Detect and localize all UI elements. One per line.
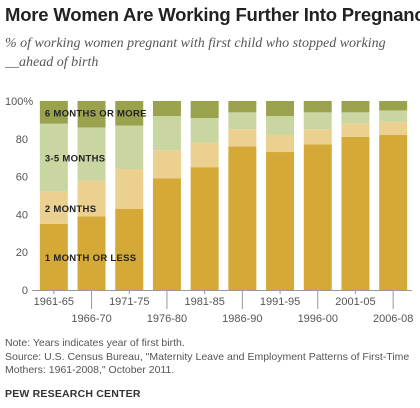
- source-text: Source: U.S. Census Bureau, "Maternity L…: [5, 351, 420, 378]
- y-tick-label-40: 40: [16, 209, 28, 221]
- bar-segment-1991-95-s3: [266, 101, 294, 116]
- series-label-1: 2 MONTHS: [45, 204, 97, 215]
- bar-segment-1981-85-s1: [191, 143, 219, 168]
- x-tick-label-1991-95: 1991-95: [260, 296, 300, 308]
- y-tick-label-60: 60: [16, 172, 28, 184]
- x-tick-label-1966-70: 1966-70: [71, 313, 111, 325]
- bar-segment-1991-95-s1: [266, 135, 294, 152]
- bar-segment-1986-90-s3: [228, 101, 256, 112]
- bar-segment-1991-95-s2: [266, 116, 294, 135]
- bar-segment-1986-90-s1: [228, 129, 256, 146]
- bar-segment-1996-00-s2: [304, 112, 332, 129]
- footer-brand: PEW RESEARCH CENTER: [5, 388, 141, 400]
- bar-segment-2001-05-s2: [341, 112, 369, 123]
- bar-segment-2001-05-s3: [341, 101, 369, 112]
- bar-segment-2006-08-s2: [379, 110, 407, 121]
- bar-segment-1996-00-s0: [304, 144, 332, 290]
- bar-segment-2001-05-s0: [341, 137, 369, 290]
- bar-segment-1981-85-s0: [191, 167, 219, 290]
- y-tick-label-100: 100%: [5, 96, 33, 108]
- y-tick-label-20: 20: [16, 247, 28, 259]
- chart-notes: Note: Years indicates year of first birt…: [5, 337, 420, 378]
- bar-segment-2006-08-s3: [379, 101, 407, 110]
- bar-segment-1986-90-s0: [228, 146, 256, 290]
- bar-segment-1986-90-s2: [228, 112, 256, 129]
- x-tick-label-1961-65: 1961-65: [34, 296, 74, 308]
- bar-segment-1971-75-s2: [115, 126, 143, 169]
- y-tick-label-0: 0: [22, 285, 28, 297]
- series-label-3: 6 MONTHS OR MORE: [45, 108, 147, 119]
- x-tick-label-1971-75: 1971-75: [109, 296, 149, 308]
- bar-segment-1981-85-s3: [191, 101, 219, 118]
- bar-segment-1996-00-s3: [304, 101, 332, 112]
- bar-segment-2001-05-s1: [341, 124, 369, 137]
- series-label-0: 1 MONTH OR LESS: [45, 253, 137, 264]
- stacked-bar-chart: 0 20 40 60 80 100% 1 MONTH OR LESS 2 MONTHS 3-5 …: [0, 0, 420, 335]
- y-tick-label-80: 80: [16, 134, 28, 146]
- x-tick-label-1976-80: 1976-80: [147, 313, 187, 325]
- bar-segment-1971-75-s0: [115, 209, 143, 290]
- x-tick-label-1996-00: 1996-00: [298, 313, 338, 325]
- bar-segment-2006-08-s0: [379, 135, 407, 290]
- x-tick-label-2001-05: 2001-05: [335, 296, 375, 308]
- bar-segment-1976-80-s0: [153, 178, 181, 290]
- bar-segment-1976-80-s1: [153, 150, 181, 178]
- bar-segment-1981-85-s2: [191, 118, 219, 143]
- series-label-2: 3-5 MONTHS: [45, 154, 106, 165]
- x-tick-label-1981-85: 1981-85: [184, 296, 224, 308]
- bar-segment-2006-08-s1: [379, 122, 407, 135]
- bar-segment-1991-95-s0: [266, 152, 294, 290]
- bar-segment-1971-75-s1: [115, 169, 143, 209]
- bar-segment-1976-80-s3: [153, 101, 181, 116]
- note-text: Note: Years indicates year of first birt…: [5, 337, 420, 351]
- bar-segment-1996-00-s1: [304, 129, 332, 144]
- x-tick-label-1986-90: 1986-90: [222, 313, 262, 325]
- x-tick-label-2006-08: 2006-08: [373, 313, 413, 325]
- bar-segment-1976-80-s2: [153, 116, 181, 150]
